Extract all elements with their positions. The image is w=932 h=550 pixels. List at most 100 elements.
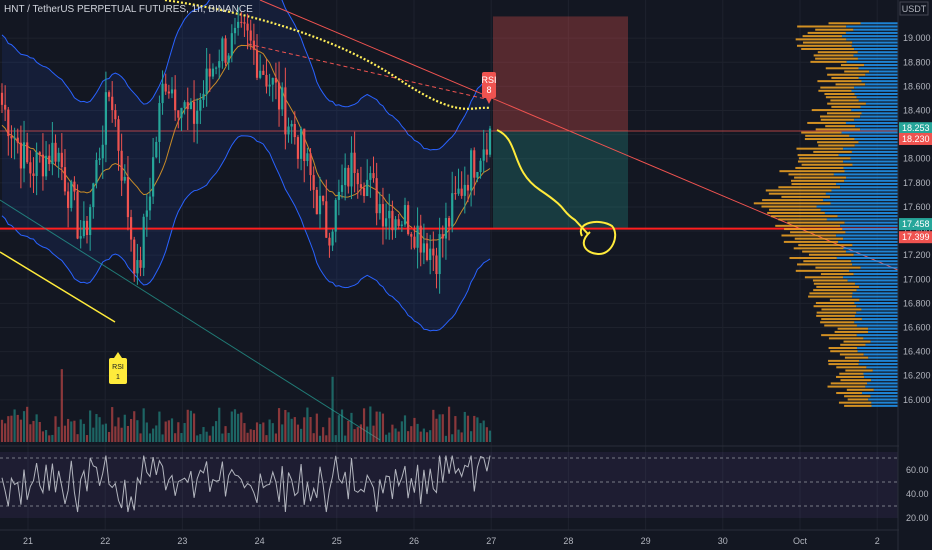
volume-profile-orange (837, 327, 869, 330)
candle-body (366, 179, 369, 197)
volume-profile-orange (840, 379, 872, 382)
volume-bar (284, 409, 287, 442)
volume-bar (252, 429, 255, 442)
volume-profile-orange (828, 337, 864, 340)
volume-profile-orange (798, 157, 851, 160)
candle-body (359, 184, 363, 188)
volume-profile-blue (866, 366, 898, 369)
volume-bar (227, 432, 230, 442)
volume-bar (186, 409, 189, 442)
volume-profile-orange (769, 208, 821, 211)
volume-profile-orange (821, 308, 862, 311)
candle-body (38, 152, 41, 155)
volume-bar (470, 431, 473, 442)
volume-profile-orange (825, 125, 856, 128)
volume-profile-blue (860, 22, 898, 25)
volume-profile-orange (796, 44, 852, 47)
candle-body (255, 49, 259, 78)
buy-signal-flag (109, 358, 127, 384)
volume-bar (397, 431, 400, 442)
volume-profile-orange (775, 224, 841, 227)
yellow-trendline (0, 251, 116, 323)
volume-bar (243, 423, 246, 442)
candle-body (419, 225, 422, 253)
price-tick-label: 17.400 (903, 226, 931, 236)
price-tick-label: 19.000 (903, 33, 931, 43)
candle-body (473, 150, 476, 178)
volume-profile-blue (851, 89, 898, 92)
candle-body (290, 123, 293, 127)
candle-body (400, 224, 403, 226)
volume-bar (0, 419, 4, 442)
volume-bar (208, 435, 211, 442)
rsi-tick-label: 20.00 (906, 513, 929, 523)
volume-profile-blue (833, 173, 898, 176)
volume-bar (334, 435, 337, 442)
volume-profile-orange (846, 388, 874, 391)
candle-body (334, 199, 337, 232)
volume-bar (111, 407, 114, 442)
candle-body (240, 21, 243, 23)
candle-body (394, 219, 397, 231)
volume-bar (70, 421, 73, 442)
volume-profile-blue (856, 96, 898, 99)
volume-profile-blue (846, 38, 898, 41)
candle-body (287, 126, 290, 135)
candle-body (438, 234, 441, 275)
volume-profile-orange (844, 404, 872, 407)
volume-profile-blue (863, 372, 898, 375)
candle-body (104, 92, 107, 145)
volume-profile-blue (850, 157, 898, 160)
price-tag (899, 231, 932, 244)
candle-body (26, 142, 29, 163)
volume-profile-blue (854, 118, 898, 121)
volume-profile-blue (858, 67, 898, 70)
candle-body (57, 152, 60, 162)
volume-bar (331, 376, 334, 442)
sell-signal-label: RSI (481, 75, 496, 85)
volume-profile-blue (844, 170, 898, 173)
volume-profile-blue (852, 163, 898, 166)
volume-bar (435, 418, 438, 442)
volume-profile-orange (812, 279, 848, 282)
volume-profile-orange (820, 118, 855, 121)
volume-profile-blue (831, 189, 898, 192)
volume-profile-blue (852, 292, 898, 295)
volume-profile-orange (767, 211, 825, 214)
volume-profile-orange (808, 253, 854, 256)
volume-bar (196, 435, 199, 442)
candle-body (70, 181, 73, 208)
volume-bar (369, 406, 372, 442)
rsi-tick-label: 60.00 (906, 465, 929, 475)
volume-profile-orange (787, 221, 845, 224)
volume-profile-orange (828, 359, 860, 362)
candle-body (41, 154, 45, 177)
volume-bar (249, 429, 252, 442)
volume-profile-orange (824, 324, 857, 327)
volume-bar (4, 423, 7, 442)
volume-profile-orange (839, 353, 864, 356)
candle-body (227, 55, 230, 63)
volume-bar (419, 431, 422, 442)
volume-bar (60, 369, 63, 442)
price-tag (899, 218, 932, 231)
candle-body (196, 110, 199, 124)
volume-profile-orange (807, 31, 846, 34)
candle-body (167, 91, 170, 94)
volume-profile-blue (830, 195, 898, 198)
volume-bar (246, 432, 249, 442)
price-tick-label: 18.400 (903, 105, 931, 115)
volume-profile-blue (865, 73, 898, 76)
candle-body (63, 167, 67, 192)
volume-profile-blue (843, 160, 898, 163)
volume-profile-orange (796, 147, 844, 150)
price-tag-value: 17.458 (902, 219, 930, 229)
volume-bar (136, 420, 139, 442)
volume-profile-orange (778, 186, 841, 189)
volume-bar (322, 427, 325, 442)
volume-bar (422, 428, 425, 442)
price-tick-label: 16.600 (903, 323, 931, 333)
candle-body (29, 162, 32, 174)
volume-profile-blue (857, 350, 898, 353)
